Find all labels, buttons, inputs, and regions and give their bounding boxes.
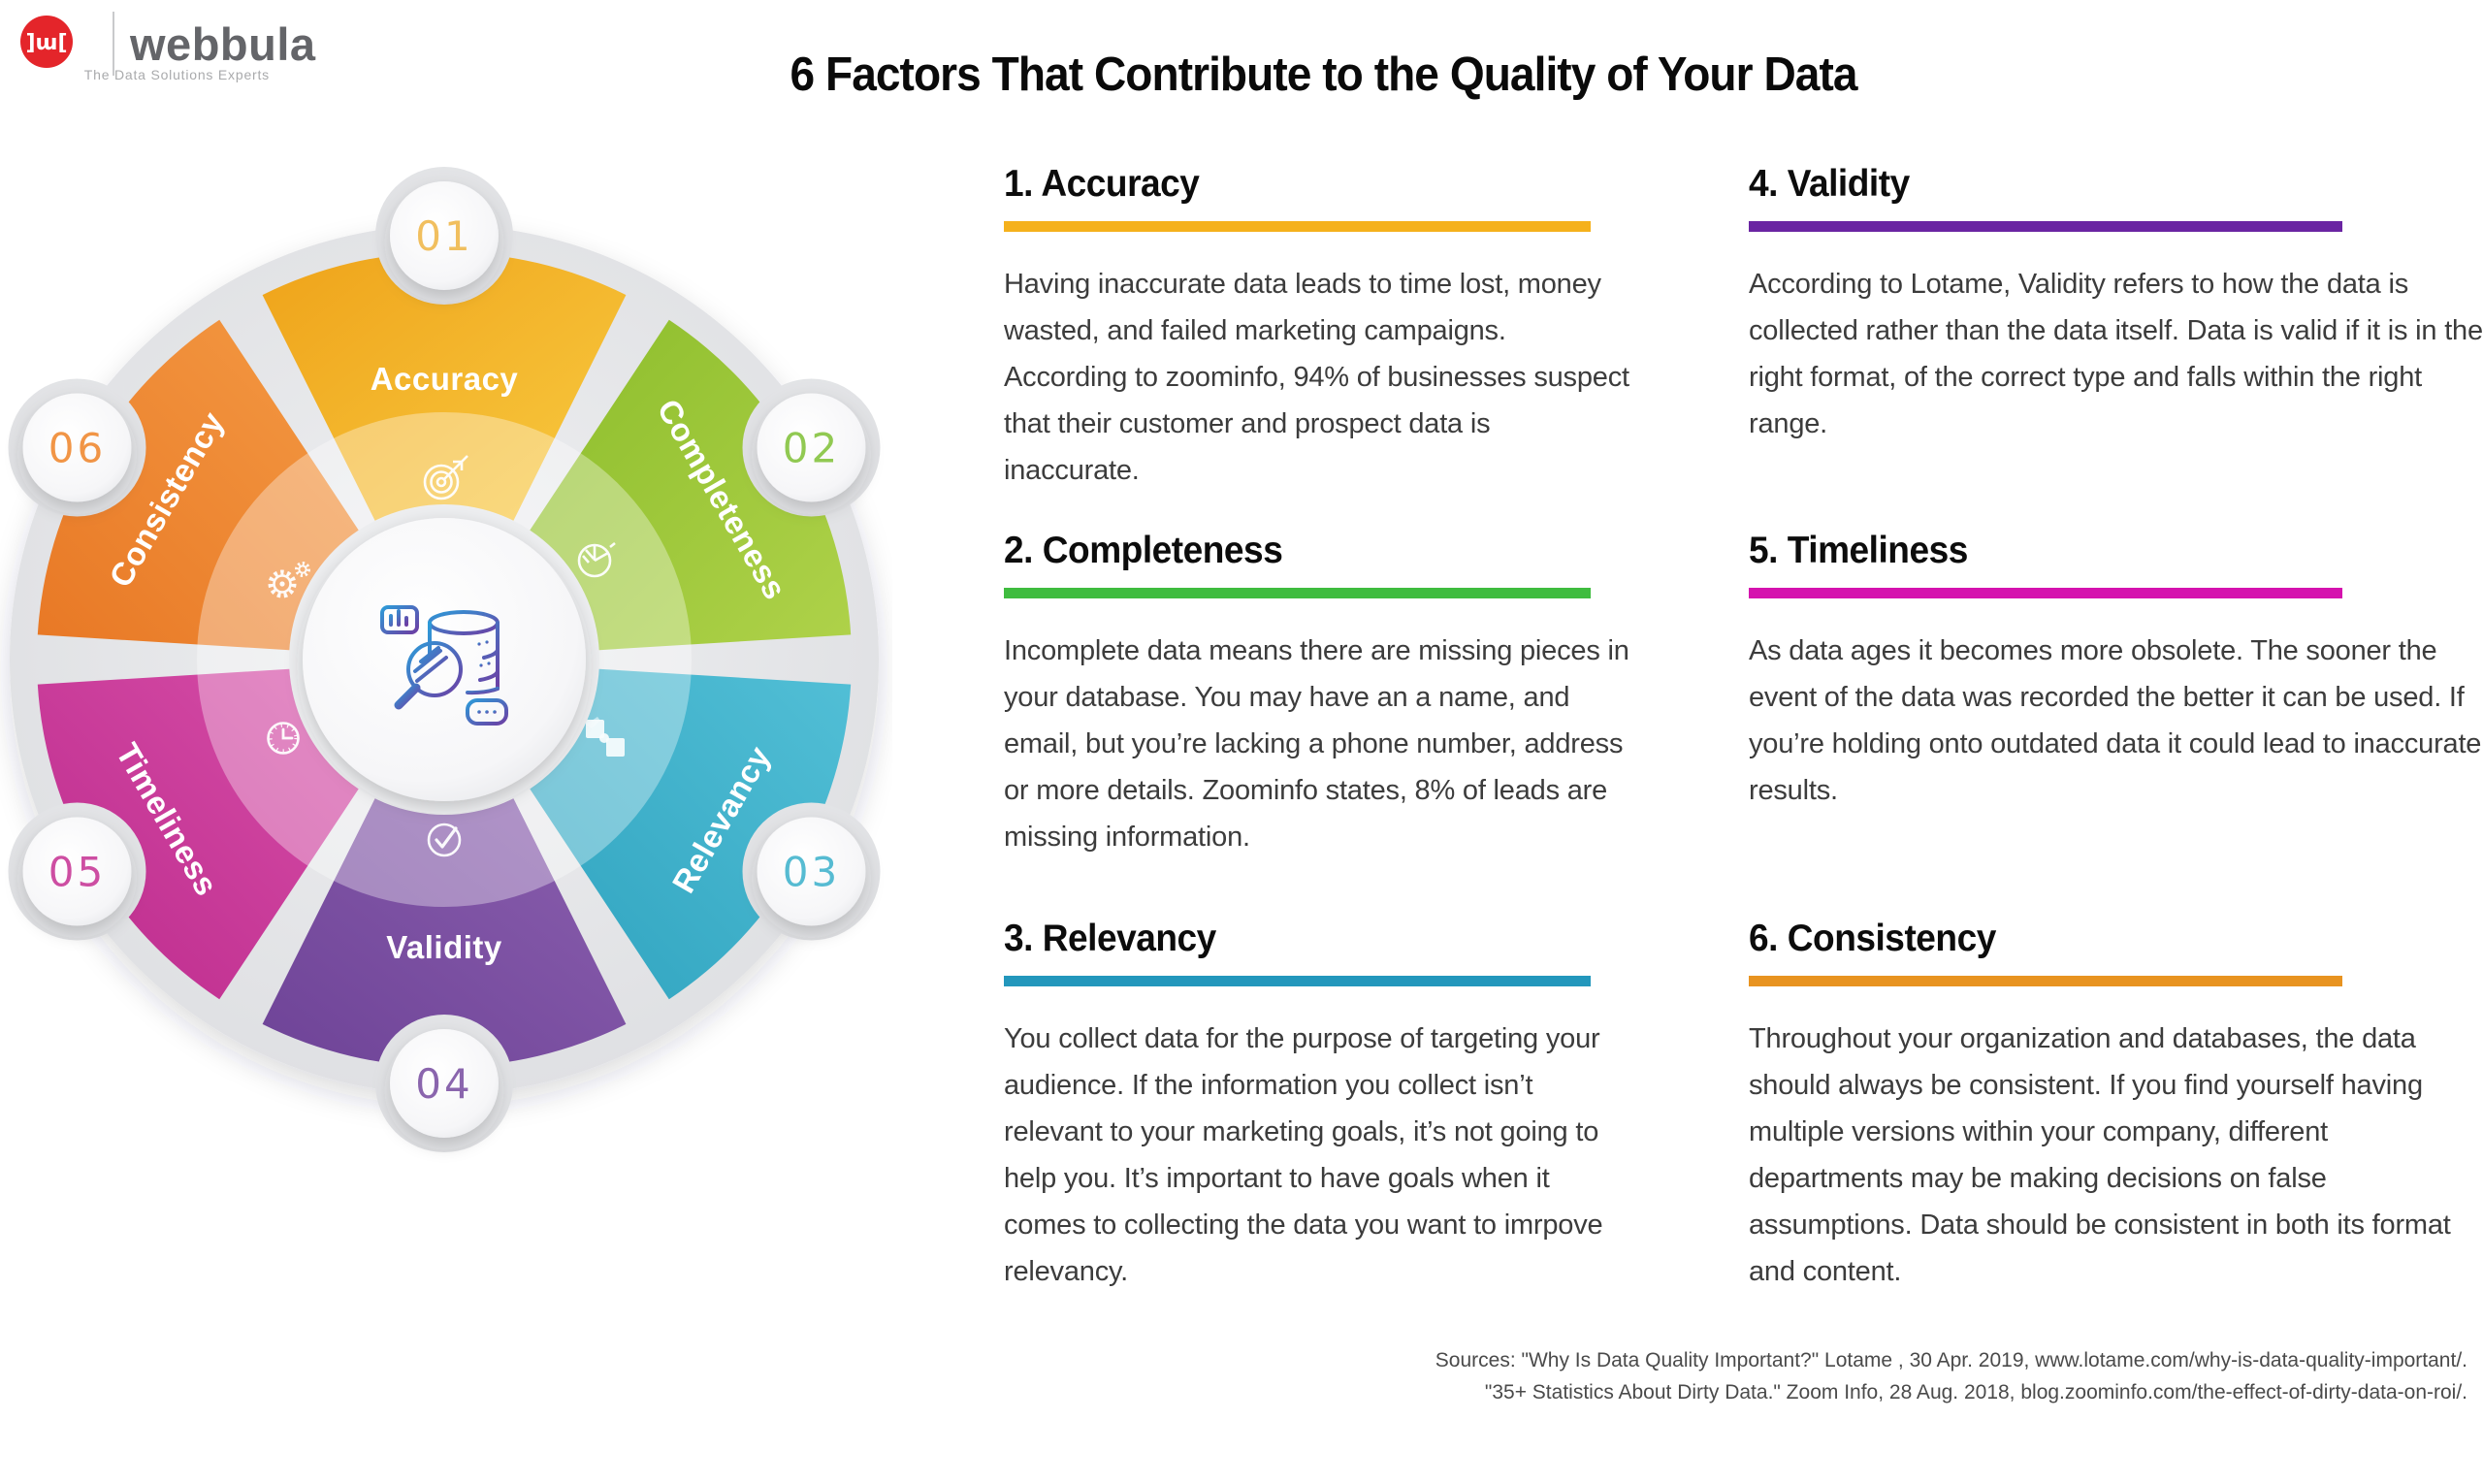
inner-band-overlay	[197, 412, 692, 907]
badge-number-05: 05	[48, 849, 106, 896]
puzzle-icon	[586, 717, 625, 757]
section-body: Incomplete data means there are missing …	[1004, 635, 1629, 853]
check-circle-icon	[427, 823, 462, 857]
accent-rule-bar	[1004, 221, 1591, 232]
brand-wordmark: webbula	[129, 18, 316, 70]
segment-consistency	[37, 319, 364, 651]
badge-number-03: 03	[783, 849, 840, 896]
badge-number-01: 01	[415, 212, 472, 260]
section-heading: 2. Completeness	[1004, 530, 1283, 571]
section-completeness: 2. Completeness Incomplete data means th…	[1004, 530, 1629, 860]
section-heading: 3. Relevancy	[1004, 918, 1216, 959]
accent-rule-bar	[1004, 588, 1591, 598]
accent-rule	[1749, 588, 2342, 598]
logo-mark-circle	[20, 16, 73, 68]
accent-rule	[1004, 221, 1591, 232]
section-consistency: 6. Consistency Throughout your organizat…	[1749, 918, 2483, 1295]
segment-accuracy	[262, 251, 627, 528]
accent-rule	[1004, 976, 1591, 986]
badge-03: 03	[742, 802, 881, 941]
section-heading: 6. Consistency	[1749, 918, 1996, 959]
badge-04: 04	[375, 1015, 513, 1152]
badge-number-04: 04	[415, 1060, 472, 1108]
accent-rule	[1004, 588, 1591, 598]
database-search-icon	[380, 605, 508, 726]
segment-icons	[267, 455, 625, 857]
webbula-logo-svg: ]ɯ[ webbula The Data Solutions Experts	[20, 12, 316, 82]
section-relevancy: 3. Relevancy You collect data for the pu…	[1004, 918, 1629, 1295]
source-line-2: "35+ Statistics About Dirty Data." Zoom …	[1484, 1381, 2467, 1403]
data-quality-wheel: Accuracy Completeness Relevancy Validity…	[8, 167, 881, 1152]
badge-06: 06	[8, 378, 146, 517]
source-line-1: Sources: "Why Is Data Quality Important?…	[1435, 1349, 2467, 1371]
pie-chart-icon	[577, 541, 616, 578]
clock-icon	[267, 722, 300, 755]
accent-rule-bar	[1749, 588, 2342, 598]
brand-tagline: The Data Solutions Experts	[84, 67, 270, 82]
accent-rule-bar	[1004, 976, 1591, 986]
target-arrow-icon	[423, 455, 468, 500]
wheel-segments	[37, 251, 852, 1068]
badge-number-06: 06	[48, 425, 106, 472]
section-body: Throughout your organization and databas…	[1749, 1023, 2451, 1287]
section-heading: 5. Timeliness	[1749, 530, 1968, 571]
accent-rule	[1749, 976, 2342, 986]
section-body: Having inaccurate data leads to time los…	[1004, 269, 1629, 486]
badge-01: 01	[375, 167, 513, 305]
page-title: 6 Factors That Contribute to the Quality…	[790, 48, 1857, 101]
section-body: As data ages it becomes more obsolete. T…	[1749, 635, 2482, 806]
segment-timeliness	[37, 668, 364, 1000]
section-heading: 1. Accuracy	[1004, 163, 1200, 205]
accent-rule-bar	[1749, 976, 2342, 986]
section-body: You collect data for the purpose of targ…	[1004, 1023, 1603, 1287]
label-accuracy: Accuracy	[371, 361, 519, 397]
accent-rule-bar	[1749, 221, 2342, 232]
logo-mark-glyph: ]ɯ[	[25, 31, 67, 55]
sources-citation: Sources: "Why Is Data Quality Important?…	[1435, 1344, 2467, 1408]
segment-validity	[262, 791, 627, 1068]
section-timeliness: 5. Timeliness As data ages it becomes mo…	[1749, 530, 2483, 814]
section-validity: 4. Validity According to Lotame, Validit…	[1749, 163, 2483, 447]
badge-02: 02	[742, 378, 881, 517]
section-body: According to Lotame, Validity refers to …	[1749, 269, 2483, 439]
gears-icon	[268, 561, 310, 598]
badge-05: 05	[8, 802, 146, 941]
number-badges: 01 02 03 04 05	[8, 167, 881, 1152]
badge-number-02: 02	[783, 425, 840, 472]
section-accuracy: 1. Accuracy Having inaccurate data leads…	[1004, 163, 1629, 494]
label-validity: Validity	[386, 929, 502, 965]
webbula-logo: ]ɯ[ webbula The Data Solutions Experts	[10, 6, 417, 103]
accent-rule	[1749, 221, 2342, 232]
section-heading: 4. Validity	[1749, 163, 1910, 205]
